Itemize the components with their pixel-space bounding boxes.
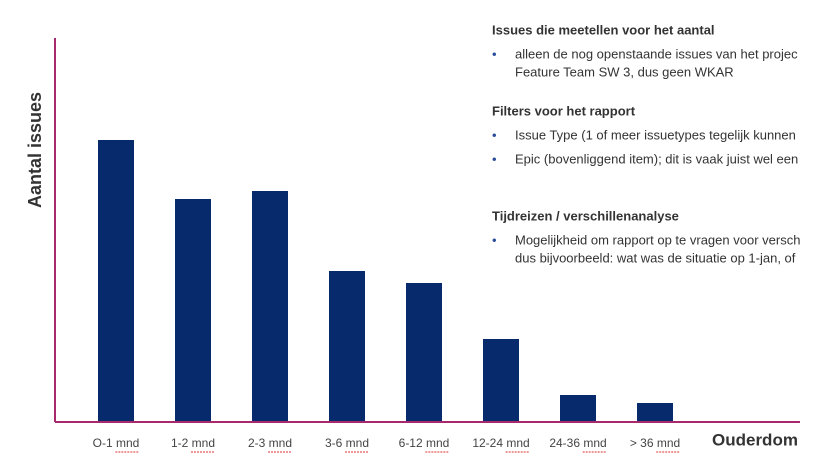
bar [406, 283, 442, 422]
x-tick-label: 1-2 mnd [171, 436, 215, 450]
bar [637, 403, 673, 422]
bullet: • [492, 127, 497, 142]
x-tick-label: 12-24 mnd [472, 436, 529, 450]
x-tick-label: 6-12 mnd [399, 436, 450, 450]
x-tick-label: 24-36 mnd [549, 436, 606, 450]
bar [483, 339, 519, 422]
bar [329, 271, 365, 422]
x-axis-label: Ouderdom [712, 430, 798, 449]
bullet-text: Mogelijkheid om rapport op te vragen voo… [515, 232, 800, 247]
section-heading: Issues die meetellen voor het aantal [492, 22, 715, 37]
bar [560, 395, 596, 422]
bar [175, 199, 211, 422]
x-tick-label: O-1 mnd [93, 436, 140, 450]
y-axis-label: Aantal issues [25, 92, 45, 208]
x-tick-label: 3-6 mnd [325, 436, 369, 450]
x-tick-label: > 36 mnd [630, 436, 680, 450]
section-heading: Filters voor het rapport [492, 103, 636, 118]
bullet-text: dus bijvoorbeeld: wat was de situatie op… [515, 250, 796, 265]
bullet-text: Issue Type (1 of meer issuetypes tegelij… [515, 127, 796, 142]
bar [98, 140, 134, 422]
bullet-text: alleen de nog openstaande issues van het… [515, 46, 798, 61]
section-heading: Tijdreizen / verschillenanalyse [492, 208, 679, 223]
bullet-text: Epic (bovenliggend item); dit is vaak ju… [515, 151, 798, 166]
bullet: • [492, 46, 497, 61]
bullet: • [492, 151, 497, 166]
bullet: • [492, 232, 497, 247]
x-tick-label: 2-3 mnd [248, 436, 292, 450]
bar [252, 191, 288, 422]
bullet-text: Feature Team SW 3, dus geen WKAR [515, 64, 734, 79]
